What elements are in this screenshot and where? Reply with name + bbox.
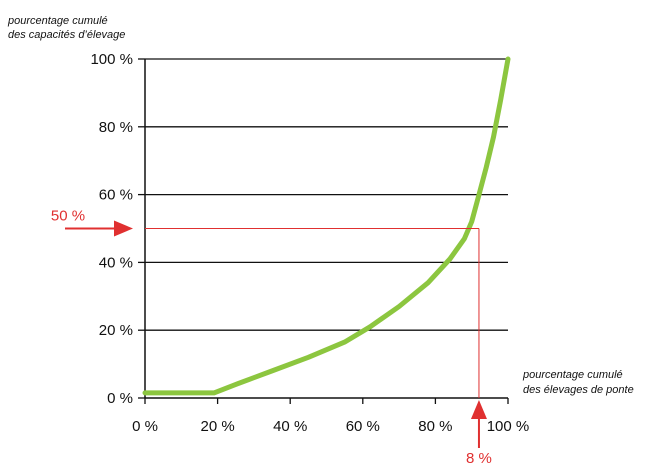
y-axis-title-line-1: pourcentage cumulé bbox=[7, 15, 108, 27]
series bbox=[142, 56, 511, 396]
x-tick-labels: 0 % 20 % 40 % 60 % 80 % 100 % bbox=[132, 418, 529, 435]
x-tick-label: 100 % bbox=[487, 418, 530, 435]
y-tick-label: 40 % bbox=[99, 254, 133, 271]
y-axis-title-line-2: des capacités d’élevage bbox=[8, 29, 125, 41]
x-axis-title: pourcentage cumulé des élevages de ponte bbox=[522, 369, 634, 396]
y-tick-label: 20 % bbox=[99, 322, 133, 339]
x-marker-label: 8 % bbox=[466, 450, 492, 466]
x-axis-title-line-1: pourcentage cumulé bbox=[522, 369, 623, 381]
y-tick-label: 100 % bbox=[90, 51, 133, 68]
series-line bbox=[142, 56, 511, 396]
y-tick-label: 80 % bbox=[99, 119, 133, 136]
y-marker-arrowhead bbox=[114, 220, 133, 237]
x-tick-label: 40 % bbox=[273, 418, 307, 435]
annotations: 50 % 8 % bbox=[51, 208, 492, 466]
x-tick-label: 80 % bbox=[418, 418, 452, 435]
y-marker-label: 50 % bbox=[51, 208, 85, 225]
y-tick-label: 60 % bbox=[99, 187, 133, 204]
x-marker-arrowhead bbox=[470, 400, 487, 419]
gridlines bbox=[145, 58, 508, 331]
x-tick-label: 0 % bbox=[132, 418, 158, 435]
y-tick-label: 0 % bbox=[107, 390, 133, 407]
y-tick-labels: 0 % 20 % 40 % 60 % 80 % 100 % bbox=[90, 51, 133, 407]
x-tick-label: 20 % bbox=[200, 418, 234, 435]
y-axis-title: pourcentage cumulé des capacités d’éleva… bbox=[7, 15, 125, 41]
x-tick-label: 60 % bbox=[346, 418, 380, 435]
x-axis-title-line-2: des élevages de ponte bbox=[523, 384, 634, 396]
